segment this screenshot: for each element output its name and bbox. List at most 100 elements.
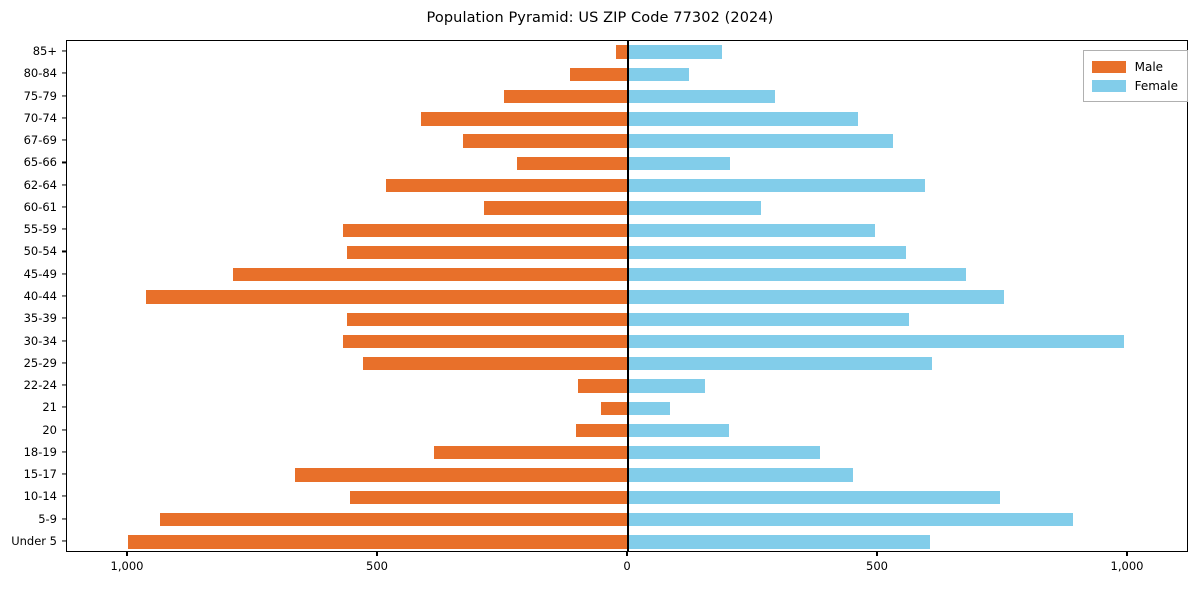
bar-male xyxy=(294,468,628,482)
bar-male xyxy=(146,290,628,304)
bar-row xyxy=(67,290,1187,304)
bar-female xyxy=(628,468,853,482)
bar-row xyxy=(67,468,1187,482)
x-tick-mark xyxy=(626,552,628,556)
bar-row xyxy=(67,312,1187,326)
y-tick-label: 22-24 xyxy=(23,378,57,393)
bar-row xyxy=(67,423,1187,438)
y-tick-label: 80-84 xyxy=(23,66,57,81)
y-tick-label: 60-61 xyxy=(23,199,57,214)
bar-male xyxy=(385,179,628,193)
bar-male xyxy=(577,379,628,393)
y-tick-mark xyxy=(62,50,66,52)
bar-male xyxy=(569,67,628,82)
y-tick-mark xyxy=(62,451,66,453)
y-tick-mark xyxy=(62,206,66,208)
bar-female xyxy=(628,223,875,237)
bar-row xyxy=(67,268,1187,282)
x-tick-label: 500 xyxy=(366,559,388,573)
bar-female xyxy=(628,245,906,260)
legend-label: Male xyxy=(1134,59,1164,74)
bar-row xyxy=(67,45,1187,59)
x-tick-mark xyxy=(876,552,878,556)
y-tick-label: 62-64 xyxy=(23,177,57,192)
bar-male xyxy=(342,223,628,237)
bar-row xyxy=(67,134,1187,148)
y-tick-label: 21 xyxy=(42,400,57,415)
bar-row xyxy=(67,201,1187,215)
bar-male xyxy=(517,156,628,171)
bar-female xyxy=(628,334,1124,349)
x-axis: 1,000 500 0 500 1,000 xyxy=(66,552,1188,600)
y-tick-mark xyxy=(62,72,66,74)
x-tick-mark xyxy=(376,552,378,556)
legend-color-swatch xyxy=(1091,79,1126,92)
x-tick-label: 500 xyxy=(866,559,888,573)
y-tick-label: 5-9 xyxy=(38,511,57,526)
y-tick-mark xyxy=(62,362,66,364)
bar-row xyxy=(67,112,1187,126)
y-tick-mark xyxy=(62,473,66,475)
y-tick-mark xyxy=(62,295,66,297)
bar-female xyxy=(628,490,1000,504)
chart-legend: Male Female xyxy=(1082,50,1188,102)
y-tick-mark xyxy=(62,273,66,275)
y-tick-mark xyxy=(62,406,66,408)
bar-female xyxy=(628,290,1004,304)
bar-male xyxy=(342,334,628,349)
bar-female xyxy=(628,535,930,549)
bar-female xyxy=(628,156,730,171)
bar-male xyxy=(463,134,628,148)
y-tick-label: 40-44 xyxy=(23,289,57,303)
bar-female xyxy=(628,89,775,104)
bar-row xyxy=(67,156,1187,171)
bar-female xyxy=(628,423,729,438)
x-tick-label: 0 xyxy=(623,559,631,573)
zero-baseline xyxy=(627,41,629,551)
y-tick-mark xyxy=(62,317,66,319)
bar-male xyxy=(350,490,628,504)
y-tick-mark xyxy=(62,228,66,230)
y-tick-mark xyxy=(62,161,66,163)
y-tick-mark xyxy=(62,540,66,542)
bar-male xyxy=(483,201,628,215)
y-axis: Under 5 5-9 10-14 15-17 18-19 20 21 22-24 25-29 3… xyxy=(0,40,66,552)
bar-row xyxy=(67,357,1187,371)
x-tick-mark xyxy=(126,552,128,556)
legend-entry[interactable]: Male xyxy=(1091,57,1178,76)
bar-male xyxy=(346,245,628,260)
bar-male xyxy=(347,312,628,326)
y-tick-mark xyxy=(62,250,66,253)
y-tick-label: 45-49 xyxy=(23,266,57,281)
y-tick-label: 20 xyxy=(42,422,57,437)
bar-row xyxy=(67,334,1187,349)
bar-row xyxy=(67,490,1187,504)
bar-row xyxy=(67,401,1187,415)
bar-male xyxy=(128,535,628,549)
bar-male xyxy=(160,512,628,527)
bar-male xyxy=(575,423,628,438)
y-tick-mark xyxy=(62,384,66,386)
bar-female xyxy=(628,45,722,59)
y-tick-label: 67-69 xyxy=(23,133,57,148)
bar-female xyxy=(628,312,909,326)
bar-female xyxy=(628,446,820,460)
chart-title: Population Pyramid: US ZIP Code 77302 (2… xyxy=(426,10,774,26)
y-tick-label: 85+ xyxy=(32,44,57,59)
bar-row xyxy=(67,179,1187,193)
y-tick-mark xyxy=(62,518,66,520)
bar-female xyxy=(628,379,705,393)
legend-label: Female xyxy=(1134,78,1178,93)
y-tick-mark xyxy=(62,429,66,431)
y-tick-label: Under 5 xyxy=(11,533,57,548)
legend-entry[interactable]: Female xyxy=(1091,76,1178,95)
y-tick-label: 55-59 xyxy=(23,222,57,237)
bar-female xyxy=(628,134,893,148)
y-tick-mark xyxy=(62,495,66,497)
bar-female xyxy=(628,201,761,215)
bar-row xyxy=(67,67,1187,82)
bars-layer xyxy=(67,41,1187,551)
y-tick-label: 65-66 xyxy=(23,155,57,170)
bar-row xyxy=(67,512,1187,527)
